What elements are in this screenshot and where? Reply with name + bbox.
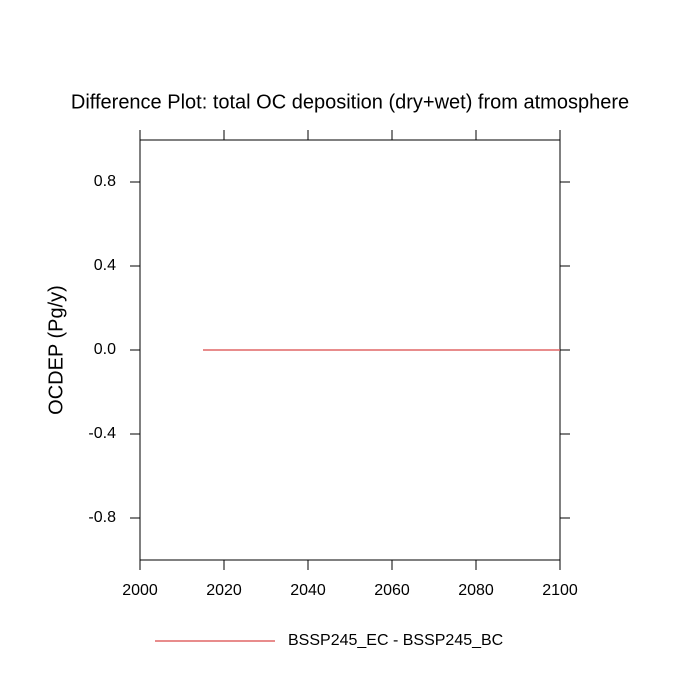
legend-label: BSSP245_EC - BSSP245_BC	[288, 632, 503, 649]
x-tick-label: 2040	[290, 582, 326, 599]
y-tick-label: -0.4	[88, 425, 116, 442]
x-tick-label: 2060	[374, 582, 410, 599]
y-tick-label: 0.4	[94, 257, 116, 274]
x-tick-label: 2000	[122, 582, 158, 599]
chart-title: Difference Plot: total OC deposition (dr…	[71, 91, 629, 113]
y-tick-label: 0.0	[94, 341, 116, 358]
y-axis-label: OCDEP (Pg/y)	[45, 285, 67, 415]
x-tick-label: 2100	[542, 582, 578, 599]
y-tick-label: -0.8	[88, 509, 116, 526]
x-tick-label: 2020	[206, 582, 242, 599]
y-tick-label: 0.8	[94, 173, 116, 190]
x-tick-label: 2080	[458, 582, 494, 599]
